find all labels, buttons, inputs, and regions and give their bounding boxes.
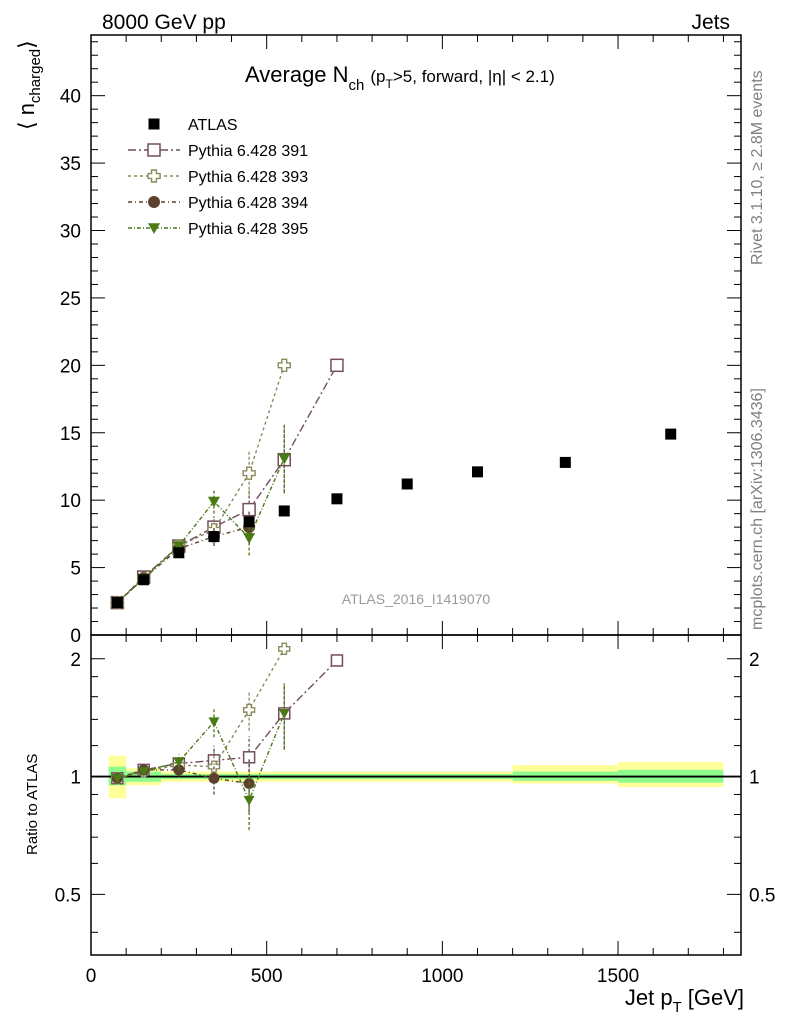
ratio-point: [278, 709, 290, 719]
legend-marker: [148, 118, 160, 130]
chart-title-sub: ch: [349, 77, 365, 94]
y-tick-label: 30: [60, 222, 81, 243]
ratio-tick-label-right: 2: [749, 650, 760, 671]
x-axis-label-main: Jet p: [625, 985, 673, 1010]
atlas-data-point: [111, 597, 123, 609]
series-point: [207, 496, 220, 508]
ratio-point: [173, 757, 185, 768]
ratio-y-axis-label: Ratio to ATLAS: [24, 754, 41, 855]
legend-entry-2: Pythia 6.428 393: [128, 169, 308, 186]
atlas-data-point: [278, 505, 290, 517]
legend-label: Pythia 6.428 395: [188, 221, 308, 238]
atlas-data-point: [401, 478, 413, 490]
x-axis-label-unit: [GeV]: [688, 985, 744, 1010]
ratio-plot: 0 500 1000 1500 0.5 0.5 1 1 2 2: [55, 634, 775, 987]
legend-label: Pythia 6.428 394: [188, 195, 308, 212]
y-axis-label-main: ⟨ n: [14, 103, 39, 130]
ratio-tick-label-right: 0.5: [749, 885, 775, 906]
header-left: 8000 GeV pp: [102, 11, 226, 34]
y-tick-label: 20: [60, 356, 81, 377]
x-axis-label-sub: T: [673, 999, 682, 1016]
ratio-point: [242, 703, 256, 717]
legend-marker: [147, 169, 161, 183]
main-plot: 0 5 10 15 20 25 30 35 40: [60, 34, 742, 647]
atlas-data-point: [243, 516, 255, 528]
legend-label: ATLAS: [188, 117, 238, 134]
atlas-data-point: [471, 466, 483, 478]
series-point: [330, 358, 344, 373]
y-axis-label: ⟨ ncharged⟩: [14, 40, 44, 130]
y-tick-label: 0: [70, 626, 81, 647]
chart-title-suffix: (p: [370, 67, 385, 86]
x-tick-label: 1500: [597, 966, 639, 987]
series-line: [116, 526, 250, 604]
chart-title-suffix-rest: >5, forward, |η| < 2.1): [393, 67, 555, 86]
series-point: [242, 466, 256, 480]
ratio-tick-label: 0.5: [55, 885, 81, 906]
legend-marker: [147, 143, 161, 157]
legend-entry-4: Pythia 6.428 395: [128, 221, 308, 238]
x-axis-label: Jet pT [GeV]: [625, 985, 744, 1016]
atlas-data-point: [331, 493, 343, 505]
series-point: [172, 541, 185, 553]
y-tick-label: 25: [60, 289, 81, 310]
ratio-point: [208, 772, 220, 784]
chart-title-suffix-sub: T: [386, 77, 394, 91]
atlas-data-point: [208, 531, 220, 543]
x-tick-label: 1000: [421, 966, 463, 987]
y-tick-label: 40: [60, 87, 81, 108]
ratio-frame: [90, 634, 742, 956]
ratio-tick-label: 1: [70, 768, 81, 789]
ratio-tick-label: 2: [70, 650, 81, 671]
ratio-point: [111, 773, 123, 784]
ratio-series-line: [117, 713, 285, 803]
ratio-point: [330, 654, 344, 667]
y-tick-label: 15: [60, 424, 81, 445]
y-tick-label: 10: [60, 491, 81, 512]
series-point: [243, 533, 256, 544]
legend-entry-1: Pythia 6.428 391: [128, 143, 308, 160]
ratio-point: [208, 717, 220, 728]
x-tick-label: 500: [251, 966, 283, 987]
atlas-data-point: [665, 428, 677, 440]
analysis-watermark: ATLAS_2016_I1419070: [342, 591, 491, 607]
y-axis-label-close: ⟩: [14, 40, 39, 49]
series-line: [116, 365, 285, 604]
legend-marker: [148, 196, 160, 208]
ratio-point: [242, 751, 256, 764]
y-axis-label-sub: charged: [27, 49, 44, 103]
x-tick-label: 0: [86, 966, 97, 987]
chart-title-main: Average N: [245, 62, 349, 87]
y-tick-label: 35: [60, 154, 81, 175]
ratio-point: [243, 795, 255, 806]
atlas-data-point: [559, 456, 571, 468]
legend-entry-atlas: ATLAS: [148, 117, 238, 134]
mcplots-label: mcplots.cern.ch [arXiv:1306.3436]: [749, 388, 766, 630]
atlas-data-point: [138, 574, 150, 586]
ratio-point: [138, 767, 150, 778]
y-tick-label: 5: [70, 559, 81, 580]
ratio-tick-label-right: 1: [749, 768, 760, 789]
ratio-series-line: [117, 648, 285, 779]
ratio-point: [278, 642, 291, 656]
legend-entry-3: Pythia 6.428 394: [128, 195, 308, 212]
series-point: [278, 453, 291, 465]
rivet-label: Rivet 3.1.10, ≥ 2.8M events: [749, 70, 766, 265]
atlas-data-point: [173, 547, 185, 559]
legend: ATLAS Pythia 6.428 391 Pythia 6.428 393 Pyt…: [128, 117, 308, 238]
chart-title: Average Nch (pT>5, forward, |η| < 2.1): [245, 62, 555, 94]
main-data-points: [111, 428, 677, 609]
series-point: [277, 358, 291, 373]
legend-marker: [148, 223, 160, 234]
header-right: Jets: [691, 11, 730, 34]
legend-label: Pythia 6.428 391: [188, 143, 308, 160]
legend-label: Pythia 6.428 393: [188, 169, 308, 186]
main-ticks: 0 5 10 15 20 25 30 35 40: [60, 35, 741, 647]
ratio-series: [111, 642, 344, 831]
ratio-series-4: [111, 684, 290, 831]
